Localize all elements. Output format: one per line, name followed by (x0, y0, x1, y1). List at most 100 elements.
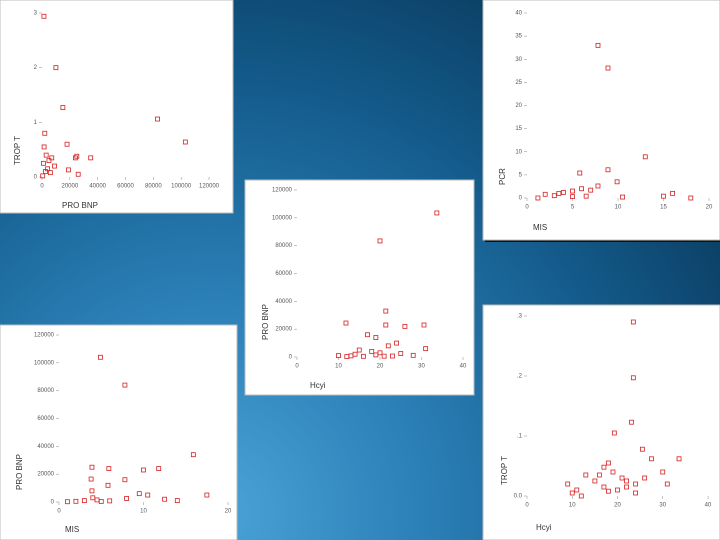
data-point (43, 152, 49, 158)
data-point (583, 472, 589, 478)
data-point (98, 354, 103, 360)
data-point (75, 171, 81, 177)
data-point (579, 186, 584, 192)
data-point (394, 340, 400, 346)
x-tick-label: 10 (615, 205, 622, 211)
y-tick-label: 40000 (275, 299, 292, 305)
data-point (190, 452, 196, 458)
data-point (107, 498, 113, 504)
data-point (595, 183, 601, 189)
y-tick-label: 60000 (37, 416, 54, 422)
data-point (688, 195, 694, 201)
data-point (122, 382, 128, 388)
data-point (630, 319, 636, 325)
data-point (577, 170, 583, 176)
y-tick-label: 80000 (275, 243, 292, 249)
data-point (204, 492, 210, 498)
x-tick-label: 10 (140, 509, 147, 515)
x-tick-label: 30 (659, 503, 666, 509)
data-point (43, 169, 48, 174)
panel-background (244, 179, 475, 396)
data-point (597, 472, 602, 478)
data-point (639, 446, 645, 452)
y-tick-label: 20000 (275, 327, 292, 333)
y-tick-label: 120000 (34, 333, 55, 339)
panel-background (0, 0, 234, 214)
data-point (619, 475, 625, 481)
y-tick-label: 40000 (37, 444, 54, 450)
data-point (595, 42, 601, 48)
x-tick-label: 100000 (171, 184, 192, 190)
y-tick-label: .3 (517, 314, 523, 320)
data-point (41, 13, 47, 19)
y-axis-title: TROP T (500, 456, 509, 485)
y-tick-label: 100000 (34, 360, 55, 366)
data-point (385, 343, 391, 349)
y-tick-label: 0 (519, 196, 523, 202)
panel-background (482, 304, 720, 540)
data-point (615, 487, 620, 493)
data-point (156, 466, 162, 472)
data-point (81, 498, 87, 504)
x-tick-label: 10 (335, 364, 342, 370)
y-tick-label: 0 (51, 500, 55, 506)
panel-background (482, 0, 720, 241)
data-point (88, 476, 94, 482)
data-point (410, 352, 416, 358)
x-tick-label: 15 (660, 205, 667, 211)
data-point (73, 498, 79, 504)
data-point (47, 170, 53, 176)
x-tick-label: 0 (57, 509, 61, 515)
y-tick-label: .2 (517, 374, 523, 380)
data-point (535, 195, 541, 201)
data-point (592, 478, 598, 484)
x-tick-label: 20 (706, 205, 713, 211)
data-point (343, 320, 349, 326)
data-point (46, 158, 52, 164)
data-point (601, 464, 607, 470)
data-point (365, 332, 370, 338)
y-axis-title: TROP T (13, 136, 22, 165)
data-point (642, 154, 648, 160)
chart-panel: 0 1 2 3 0 20000 40000 60000 80000 100000 120000 PRO… (0, 0, 234, 214)
chart-panel: 0 5 10 15 20 25 30 35 40 0 5 10 15 20 MIS PCR (482, 0, 720, 242)
data-point (610, 469, 616, 475)
data-point (402, 323, 408, 329)
y-tick-label: 5 (519, 172, 523, 178)
data-point (360, 353, 366, 359)
data-point (624, 478, 629, 484)
x-tick-label: 0 (40, 184, 44, 190)
data-point (141, 467, 146, 473)
data-point (642, 475, 648, 481)
data-point (606, 460, 611, 466)
x-tick-label: 20 (614, 503, 621, 509)
x-tick-label: 20000 (61, 184, 78, 190)
data-point (605, 167, 611, 173)
x-tick-label: 0 (525, 205, 529, 211)
data-point (664, 481, 670, 487)
data-point (73, 155, 78, 161)
data-point (145, 492, 151, 498)
x-tick-label: 10 (569, 503, 576, 509)
y-tick-label: 60000 (275, 271, 292, 277)
data-point (155, 116, 160, 122)
data-point (41, 144, 47, 150)
x-axis-title: MIS (533, 223, 547, 232)
y-tick-label: 2 (34, 65, 38, 71)
x-axis-title: PRO BNP (62, 201, 98, 210)
data-point (373, 335, 379, 340)
data-point (649, 456, 654, 462)
data-point (66, 167, 71, 173)
chart-panel: 0.0 .1 .2 .3 0 10 20 30 40 Hcyi TROP T (482, 304, 720, 540)
data-point (64, 141, 70, 147)
data-point (423, 346, 429, 352)
data-point (605, 65, 611, 71)
y-tick-label: 100000 (272, 215, 293, 221)
y-tick-label: .1 (517, 434, 523, 440)
x-tick-label: 80000 (145, 184, 162, 190)
data-point (588, 187, 594, 193)
data-point (542, 191, 548, 197)
y-axis-title: PRO BNP (15, 454, 24, 490)
